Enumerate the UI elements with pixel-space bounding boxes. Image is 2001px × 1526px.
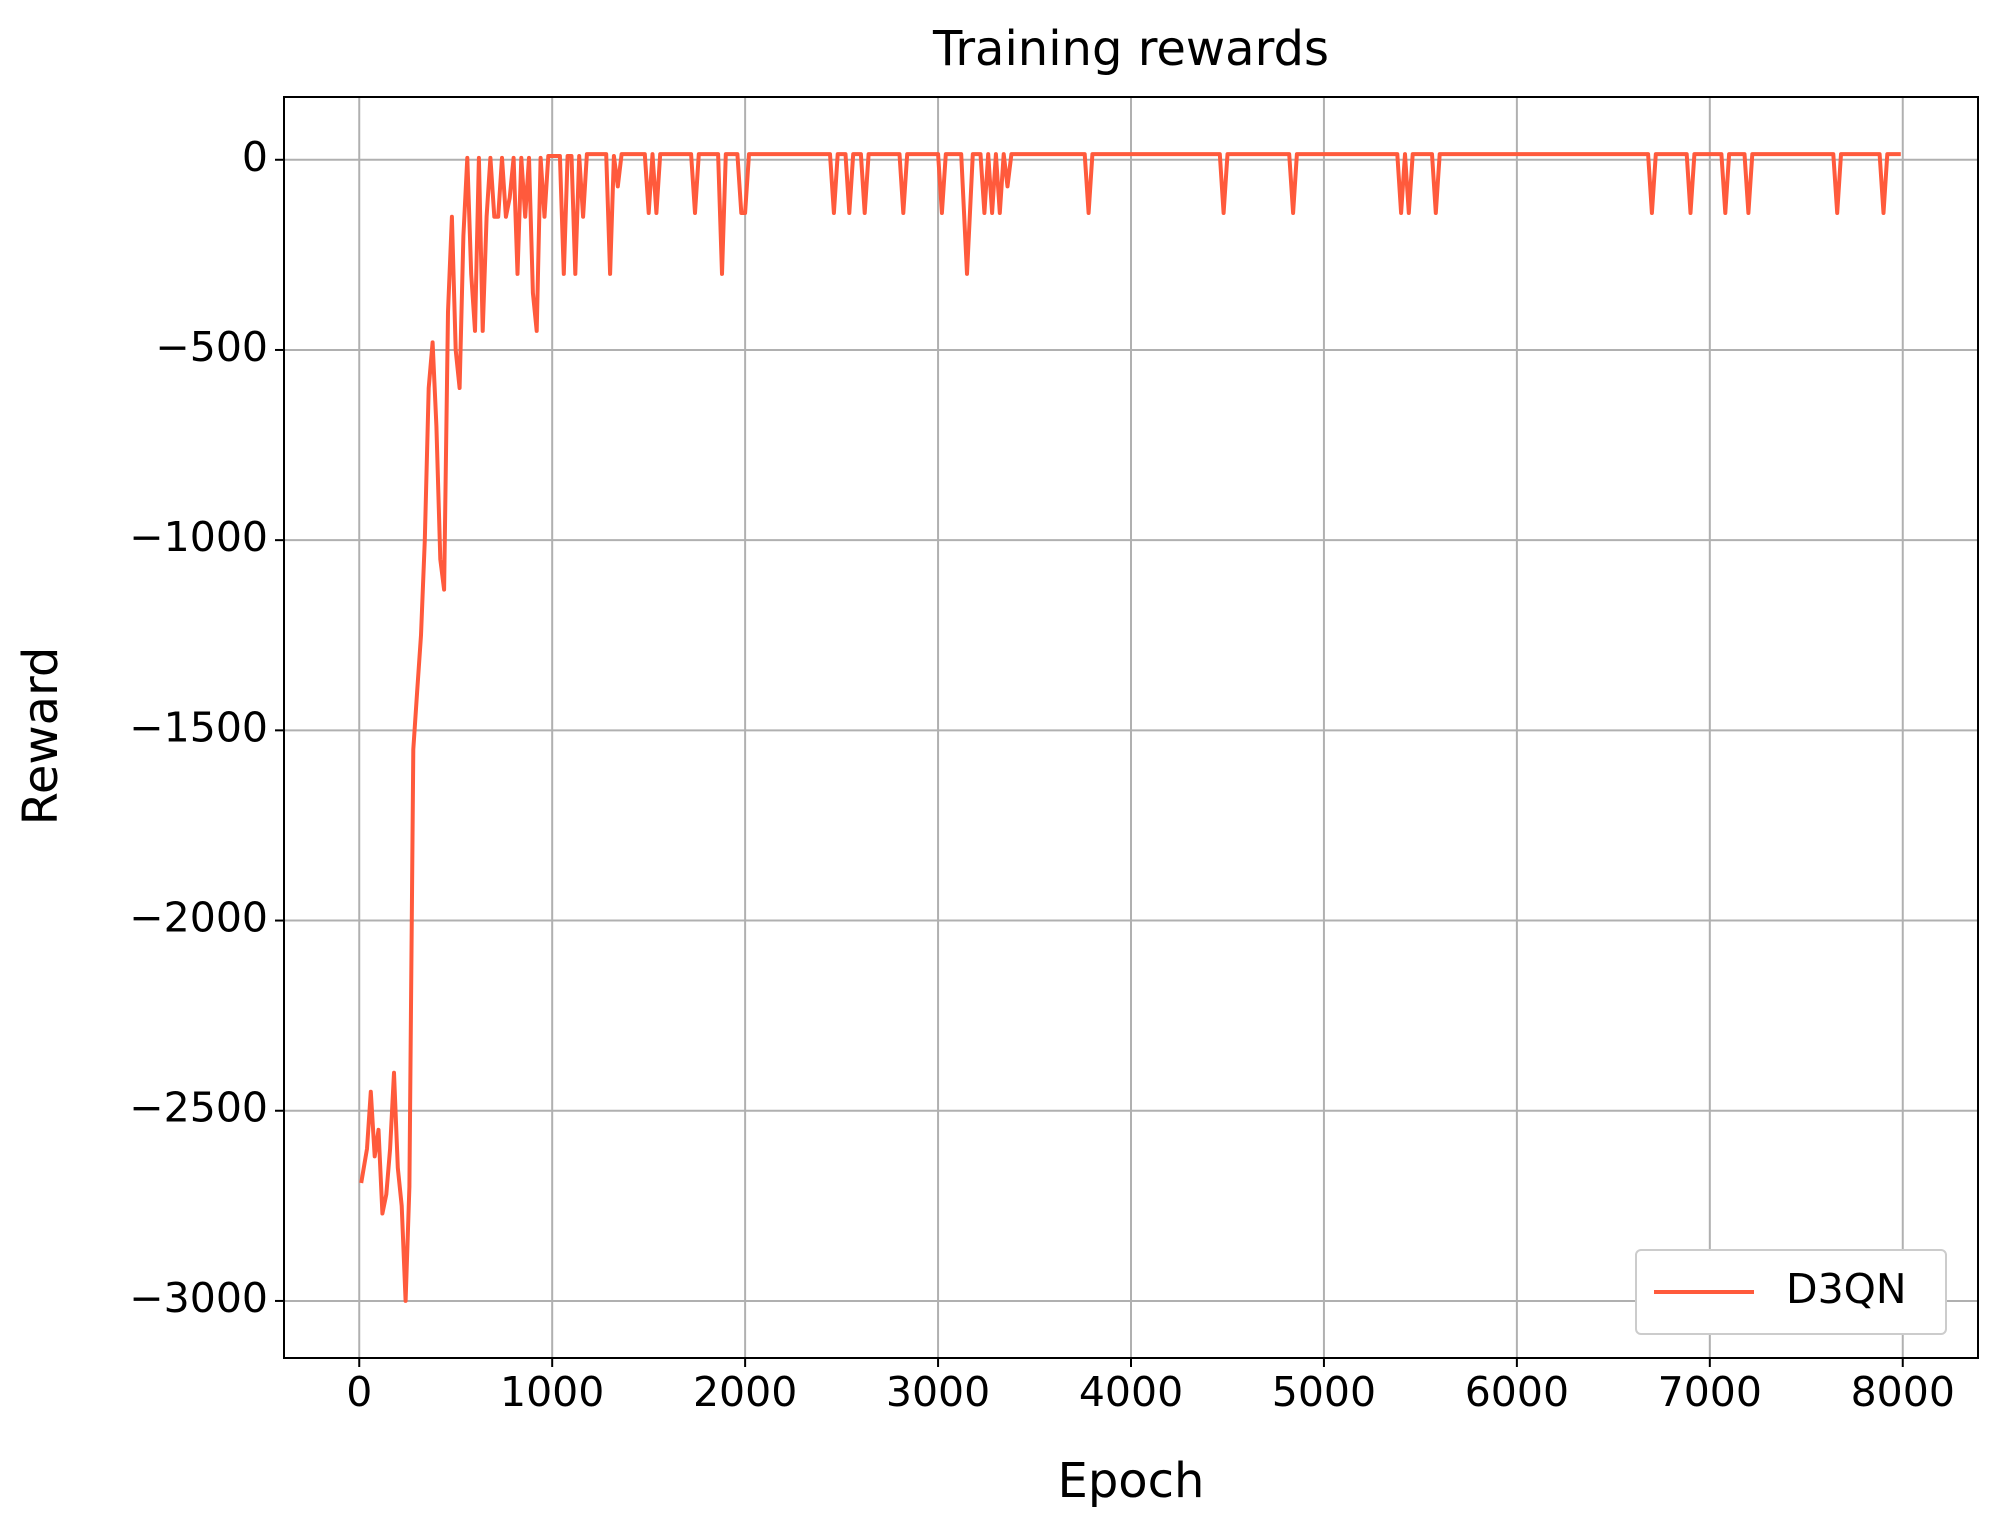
legend-label: D3QN bbox=[1786, 1265, 1907, 1313]
x-tick-label: 1000 bbox=[500, 1368, 604, 1416]
axes-frame bbox=[283, 96, 1979, 1359]
x-tick-label: 8000 bbox=[1851, 1368, 1955, 1416]
legend-box bbox=[1635, 1249, 1947, 1335]
y-tick-label: −2000 bbox=[129, 894, 268, 942]
x-tick-label: 7000 bbox=[1658, 1368, 1762, 1416]
x-tick-label: 3000 bbox=[886, 1368, 990, 1416]
chart-title: Training rewards bbox=[932, 21, 1329, 77]
y-tick-label: −2500 bbox=[129, 1084, 268, 1132]
y-axis-label: Reward bbox=[13, 647, 69, 826]
x-axis-label: Epoch bbox=[1058, 1453, 1205, 1509]
y-tick-label: −3000 bbox=[129, 1274, 268, 1322]
line bbox=[359, 152, 1901, 1303]
y-tick-label: 0 bbox=[242, 133, 268, 181]
x-tick-label: 2000 bbox=[693, 1368, 797, 1416]
x-tick-label: 0 bbox=[346, 1368, 372, 1416]
y-tick-label: −1000 bbox=[129, 513, 268, 561]
x-tick-label: 6000 bbox=[1465, 1368, 1569, 1416]
x-tick-label: 4000 bbox=[1079, 1368, 1183, 1416]
y-tick-label: −500 bbox=[155, 323, 268, 371]
y-tick-label: −1500 bbox=[129, 703, 268, 751]
x-tick-label: 5000 bbox=[1272, 1368, 1376, 1416]
